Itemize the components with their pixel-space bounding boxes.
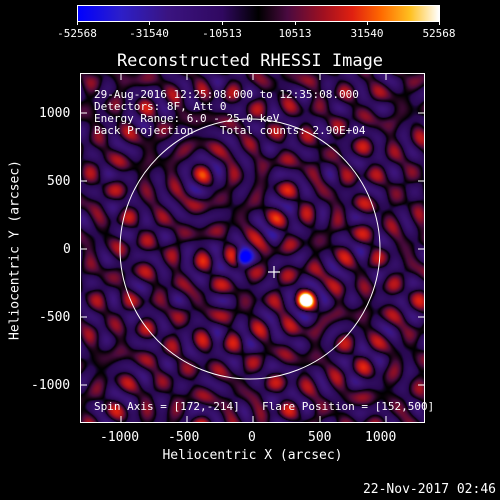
x-tick-label: 0 — [248, 430, 256, 445]
y-ticks — [80, 112, 425, 386]
footer-timestamp: 22-Nov-2017 02:46 — [362, 482, 496, 497]
x-tick-label: -1000 — [100, 430, 140, 445]
colorbar-tick — [295, 21, 296, 25]
solar-limb-circle — [119, 118, 381, 380]
colorbar-tick — [439, 21, 440, 25]
colorbar-label: -52568 — [57, 27, 97, 40]
energy-range-text: Energy Range: 6.0 - 25.0 keV — [94, 112, 280, 125]
colorbar-tick — [77, 21, 78, 25]
y-axis-label: Heliocentric Y (arcsec) — [7, 159, 23, 341]
y-tick-label: 0 — [63, 242, 71, 257]
colorbar-label: 52568 — [422, 27, 456, 40]
method-counts-text: Back Projection Total counts: 2.90E+04 — [94, 124, 366, 137]
y-tick-label: -500 — [39, 310, 71, 325]
y-tick-label: 500 — [47, 174, 71, 189]
colorbar-tick — [367, 21, 368, 25]
colorbar-label: -31540 — [129, 27, 169, 40]
colorbar — [77, 5, 440, 22]
time-range-text: 29-Aug-2016 12:25:08.000 to 12:35:08.000 — [94, 88, 359, 101]
colorbar-tick — [222, 21, 223, 25]
detectors-text: Detectors: 8F, Att 0 — [94, 100, 227, 113]
x-ticks — [120, 73, 387, 423]
colorbar-label: -10513 — [202, 27, 242, 40]
colorbar-label: 10513 — [278, 27, 312, 40]
colorbar-tick — [149, 21, 150, 25]
image-panel: 29-Aug-2016 12:25:08.000 to 12:35:08.000… — [80, 73, 434, 423]
y-tick-label: 1000 — [39, 106, 71, 121]
flare-position-text: Flare Position = [152,500] — [262, 400, 435, 413]
x-tick-label: 1000 — [365, 430, 397, 445]
y-tick-label: -1000 — [31, 378, 71, 393]
x-axis-label: Heliocentric X (arcsec) — [162, 448, 343, 463]
spin-axis-text: Spin Axis = [172,-214] — [94, 400, 240, 413]
image-title: Reconstructed RHESSI Image — [116, 51, 384, 71]
colorbar-label: 31540 — [350, 27, 384, 40]
rhessi-image — [80, 73, 425, 423]
plot-overlay — [80, 73, 425, 423]
x-tick-label: 500 — [308, 430, 332, 445]
x-tick-label: -500 — [168, 430, 200, 445]
